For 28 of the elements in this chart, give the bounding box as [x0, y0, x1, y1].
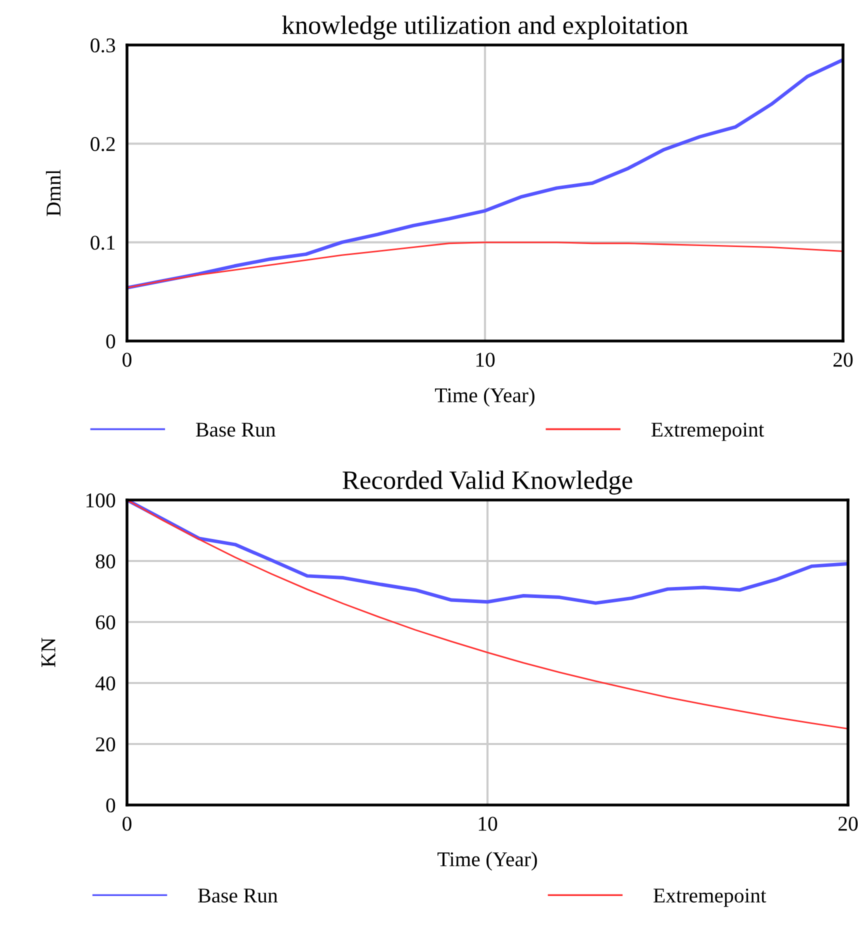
legend-label: Base Run [198, 888, 278, 903]
line-series [127, 242, 843, 288]
y-tick-label: 0 [106, 798, 116, 812]
y-tick-label: 0.2 [90, 137, 115, 152]
y-tick-label: 0.1 [90, 236, 115, 250]
x-axis-title: Time (Year) [438, 852, 537, 871]
y-tick-label: 80 [96, 554, 116, 568]
x-tick-label: 10 [476, 352, 495, 367]
y-tick-label: 20 [96, 737, 116, 752]
x-tick-label: 20 [834, 352, 853, 367]
legend-label: Base Run [196, 422, 276, 437]
y-tick-label: 60 [96, 615, 116, 630]
y-axis-title: KN [42, 638, 56, 667]
y-tick-label: 0 [106, 334, 116, 348]
chart-title: Recorded Valid Knowledge [342, 470, 632, 495]
x-tick-label: 0 [122, 352, 132, 367]
y-axis-title: Dmnl [46, 170, 60, 216]
x-axis-title: Time (Year) [435, 388, 534, 407]
x-tick-label: 0 [122, 816, 132, 831]
line-series [127, 58, 843, 290]
legend-label: Extremepoint [654, 888, 766, 907]
x-tick-label: 10 [478, 816, 498, 831]
y-tick-label: 40 [95, 676, 116, 690]
legend-label: Extremepoint [651, 422, 764, 441]
x-tick-label: 20 [838, 816, 858, 831]
y-tick-label: 0.3 [90, 38, 116, 53]
y-tick-label: 100 [86, 493, 116, 508]
chart-title: knowledge utilization and exploitation [282, 16, 688, 40]
